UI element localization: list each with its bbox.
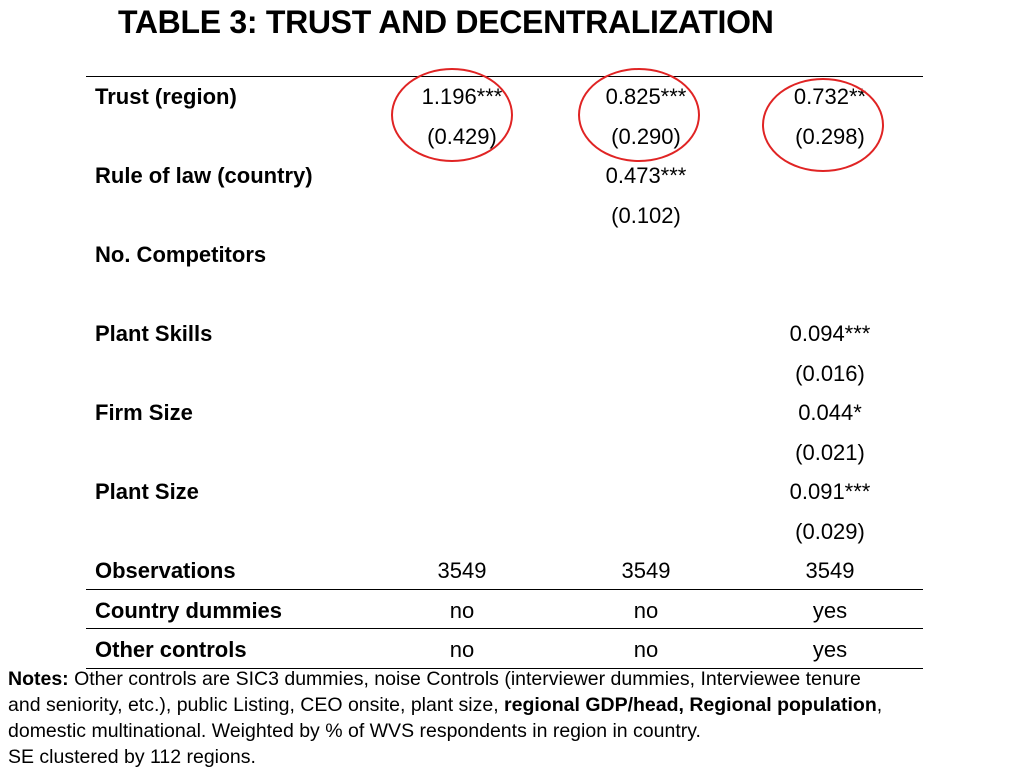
cell-col2: no bbox=[633, 597, 659, 623]
cell-col3: yes bbox=[812, 597, 848, 623]
row-label: Country dummies bbox=[95, 597, 283, 623]
table-row bbox=[86, 275, 923, 315]
table-notes: Notes: Other controls are SIC3 dummies, … bbox=[8, 666, 1024, 770]
row-label: Firm Size bbox=[95, 400, 193, 425]
table-row: Plant Size 0.091*** bbox=[86, 472, 923, 512]
cell-col2: no bbox=[633, 637, 659, 662]
cell-col1: 3549 bbox=[437, 558, 487, 583]
highlight-circle-col1 bbox=[391, 68, 513, 162]
table-row: Country dummies no no yes bbox=[86, 591, 923, 631]
row-label: Rule of law (country) bbox=[95, 163, 313, 188]
notes-line-2-prefix: and seniority, etc.), public Listing, CE… bbox=[8, 694, 505, 716]
cell-col3: 3549 bbox=[805, 558, 855, 583]
table-row: Plant Skills 0.094*** bbox=[86, 314, 923, 354]
cell-col1: no bbox=[449, 637, 475, 662]
table-bottom-rule bbox=[86, 668, 923, 669]
row-label: Trust (region) bbox=[95, 84, 237, 109]
cell-col3: (0.021) bbox=[795, 439, 865, 465]
notes-line-4: SE clustered by 112 regions. bbox=[8, 746, 256, 768]
table-top-rule bbox=[86, 76, 923, 77]
highlight-circle-col2 bbox=[578, 68, 700, 162]
row-label: No. Competitors bbox=[95, 242, 267, 267]
cell-col3: 0.094*** bbox=[789, 321, 871, 346]
table-row: (0.021) bbox=[86, 433, 923, 473]
cell-col3: (0.016) bbox=[795, 360, 865, 386]
table-row: Observations 3549 3549 3549 bbox=[86, 551, 923, 591]
notes-label: Notes: bbox=[8, 668, 69, 690]
table-row: Rule of law (country) 0.473*** bbox=[86, 156, 923, 196]
notes-line-2-bold: regional GDP/head, Regional population bbox=[504, 694, 877, 716]
cell-col3: 0.091*** bbox=[789, 479, 871, 504]
row-label: Plant Skills bbox=[95, 321, 213, 346]
notes-line-1: Other controls are SIC3 dummies, noise C… bbox=[68, 668, 861, 690]
notes-line-3: domestic multinational. Weighted by % of… bbox=[8, 720, 701, 742]
row-label: Observations bbox=[95, 558, 236, 583]
cell-col2: (0.102) bbox=[611, 202, 681, 228]
notes-line-2-suffix: , bbox=[876, 694, 883, 716]
cell-col2: 3549 bbox=[621, 558, 671, 583]
highlight-circle-col3 bbox=[762, 78, 884, 172]
table-row: No. Competitors bbox=[86, 235, 923, 275]
table-row: Firm Size 0.044* bbox=[86, 393, 923, 433]
row-label: Plant Size bbox=[95, 479, 199, 504]
table-row: (0.029) bbox=[86, 512, 923, 552]
cell-col3: (0.029) bbox=[795, 518, 865, 544]
rule-after-country-dummies bbox=[86, 628, 923, 629]
table-row: Other controls no no yes bbox=[86, 630, 923, 670]
table-title: TABLE 3: TRUST AND DECENTRALIZATION bbox=[118, 4, 774, 40]
table-row: (0.016) bbox=[86, 354, 923, 394]
table-row: (0.102) bbox=[86, 196, 923, 236]
cell-col3: 0.044* bbox=[798, 400, 862, 425]
cell-col1: no bbox=[449, 597, 475, 623]
cell-col3: yes bbox=[812, 637, 848, 662]
cell-col2: 0.473*** bbox=[605, 163, 687, 188]
row-label: Other controls bbox=[95, 637, 247, 662]
rule-after-observations bbox=[86, 589, 923, 590]
